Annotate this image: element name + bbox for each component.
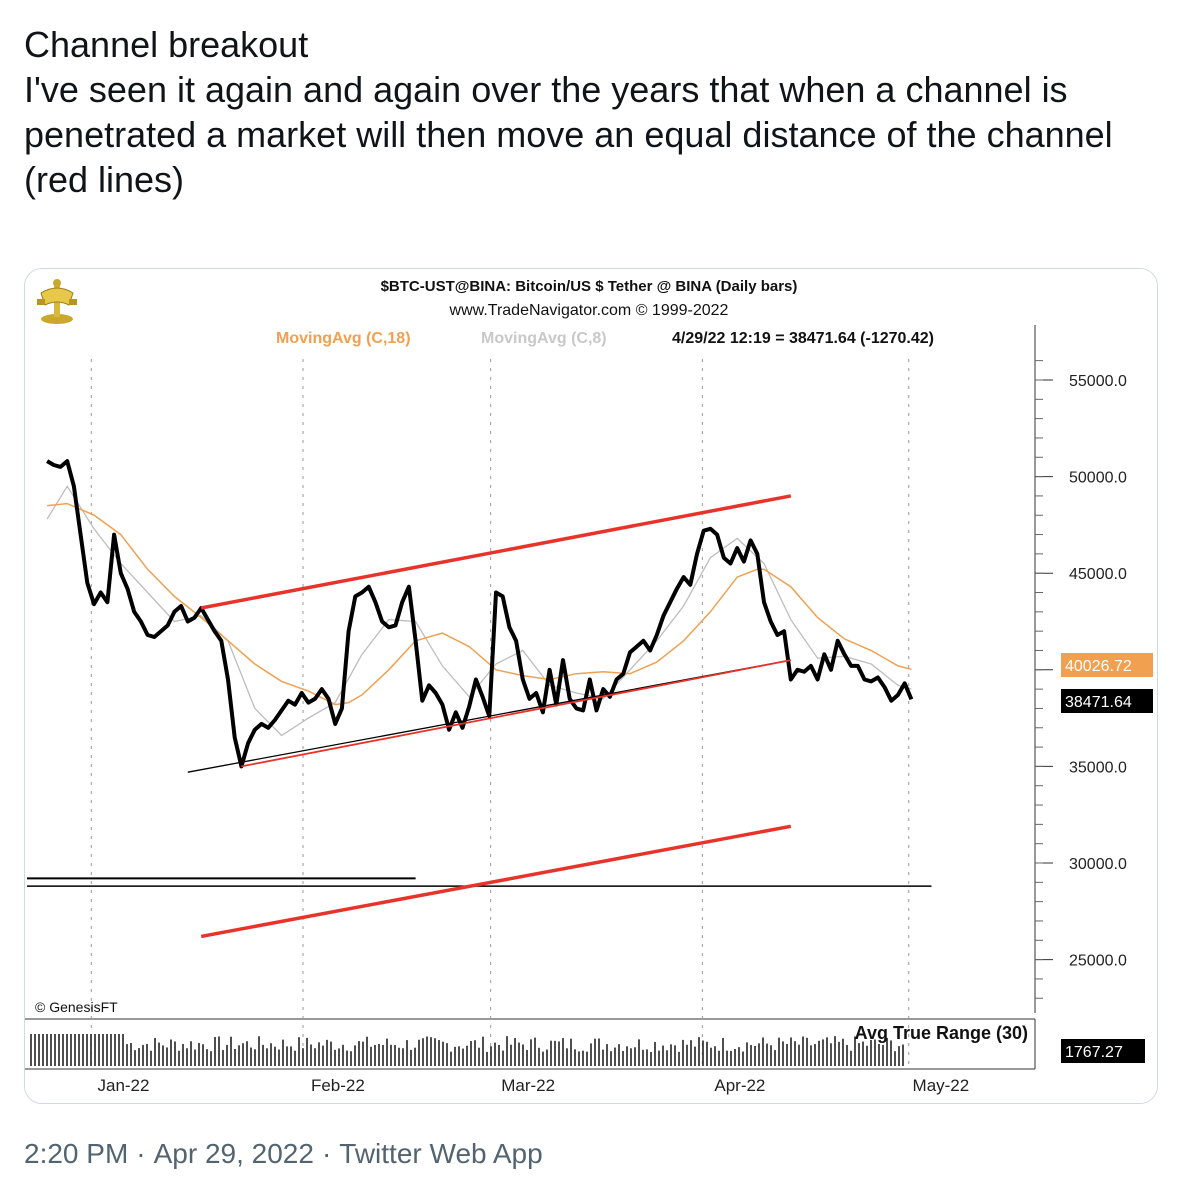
tweet-date[interactable]: Apr 29, 2022 — [153, 1138, 314, 1169]
tweet-source[interactable]: Twitter Web App — [339, 1138, 543, 1169]
price-chart: 55000.050000.045000.040000.035000.030000… — [25, 269, 1157, 1103]
x-tick-label: Feb-22 — [311, 1076, 365, 1095]
legend-ma18: MovingAvg (C,18) — [276, 330, 411, 347]
tweet-time[interactable]: 2:20 PM — [24, 1138, 129, 1169]
y-tick-label: 45000.0 — [1069, 566, 1127, 583]
lower-channel-line — [241, 659, 791, 768]
legend-ma8: MovingAvg (C,8) — [481, 330, 607, 347]
chart-title: $BTC-UST@BINA: Bitcoin/US $ Tether @ BIN… — [381, 278, 798, 295]
indicator-label: Avg True Range (30) — [855, 1023, 1028, 1043]
trade-navigator-logo-icon — [37, 279, 77, 324]
y-tick-label: 30000.0 — [1069, 856, 1127, 873]
upper-channel-line — [200, 494, 792, 610]
tweet-text: Channel breakout I've seen it again and … — [24, 24, 1113, 200]
price-axis-panel — [1037, 269, 1157, 1103]
meta-separator: · — [321, 1138, 332, 1169]
price-line — [46, 459, 914, 769]
tweet-metadata: 2:20 PM · Apr 29, 2022 · Twitter Web App — [24, 1138, 543, 1170]
volume-bars — [30, 1034, 904, 1066]
x-tick-label: May-22 — [913, 1076, 970, 1095]
indicator-value-flag — [1061, 1039, 1145, 1063]
chart-image[interactable]: 55000.050000.045000.040000.035000.030000… — [24, 268, 1158, 1104]
status-readout: 4/29/22 12:19 = 38471.64 (-1270.42) — [672, 330, 934, 347]
y-axis: 55000.050000.045000.040000.035000.030000… — [1035, 360, 1127, 999]
price-value-label: 38471.64 — [1065, 694, 1132, 711]
y-tick-label: 50000.0 — [1069, 470, 1127, 487]
copyright-label: © GenesisFT — [35, 999, 118, 1015]
x-tick-label: Mar-22 — [501, 1076, 555, 1095]
gridlines — [90, 359, 910, 1069]
ma18-value-label: 40026.72 — [1065, 658, 1132, 675]
x-tick-label: Jan-22 — [97, 1076, 149, 1095]
indicator-value-label: 1767.27 — [1065, 1044, 1123, 1061]
y-tick-label: 25000.0 — [1069, 953, 1127, 970]
x-tick-label: Apr-22 — [714, 1076, 765, 1095]
meta-separator: · — [136, 1138, 146, 1169]
y-tick-label: 35000.0 — [1069, 759, 1127, 776]
y-tick-label: 55000.0 — [1069, 373, 1127, 390]
price-value-flag — [1061, 689, 1153, 713]
drawn-lines — [27, 494, 932, 939]
chart-series — [46, 459, 914, 769]
chart-subtitle: www.TradeNavigator.com © 1999-2022 — [449, 302, 729, 319]
ma18-value-flag — [1061, 653, 1153, 677]
x-axis: Jan-22 Feb-22 Mar-22 Apr-22 May-22 — [97, 1076, 969, 1095]
projected-channel-line — [200, 824, 792, 939]
